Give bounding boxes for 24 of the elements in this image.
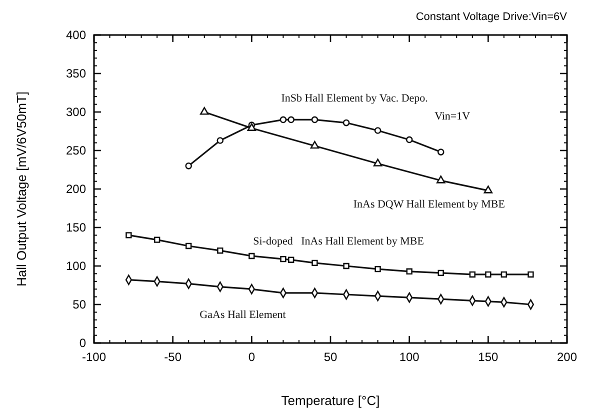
series-label: InAs DQW Hall Element by MBE xyxy=(353,198,506,211)
x-tick-label: 150 xyxy=(478,350,498,364)
y-tick-label: 300 xyxy=(66,105,86,120)
y-tick-label: 0 xyxy=(79,336,86,350)
chart-title: Constant Voltage Drive:Vin=6V xyxy=(416,11,568,23)
y-tick-label: 350 xyxy=(66,66,86,81)
series-label: InSb Hall Element by Vac. Depo. xyxy=(281,92,428,105)
series-label: Si-doped InAs Hall Element by MBE xyxy=(253,236,424,248)
y-axis-title: Hall Output Voltage [mV/6V50mT] xyxy=(14,91,29,287)
x-tick-label: -100 xyxy=(82,350,106,364)
y-tick-label: 100 xyxy=(66,259,86,274)
y-tick-label: 200 xyxy=(66,182,86,196)
x-tick-label: 200 xyxy=(556,350,578,364)
x-tick-label: 0 xyxy=(248,350,256,364)
y-tick-label: 150 xyxy=(66,220,86,235)
y-tick-label: 400 xyxy=(66,28,86,42)
x-tick-label: 100 xyxy=(399,350,420,364)
x-tick-label: 50 xyxy=(324,350,338,364)
x-axis-title: Temperature [°C] xyxy=(281,393,380,408)
annotation: Vin=1V xyxy=(434,110,470,123)
series-label: GaAs Hall Element xyxy=(200,308,286,321)
y-tick-label: 50 xyxy=(72,298,86,312)
x-tick-label: -50 xyxy=(164,350,182,364)
y-tick-label: 250 xyxy=(66,144,86,158)
